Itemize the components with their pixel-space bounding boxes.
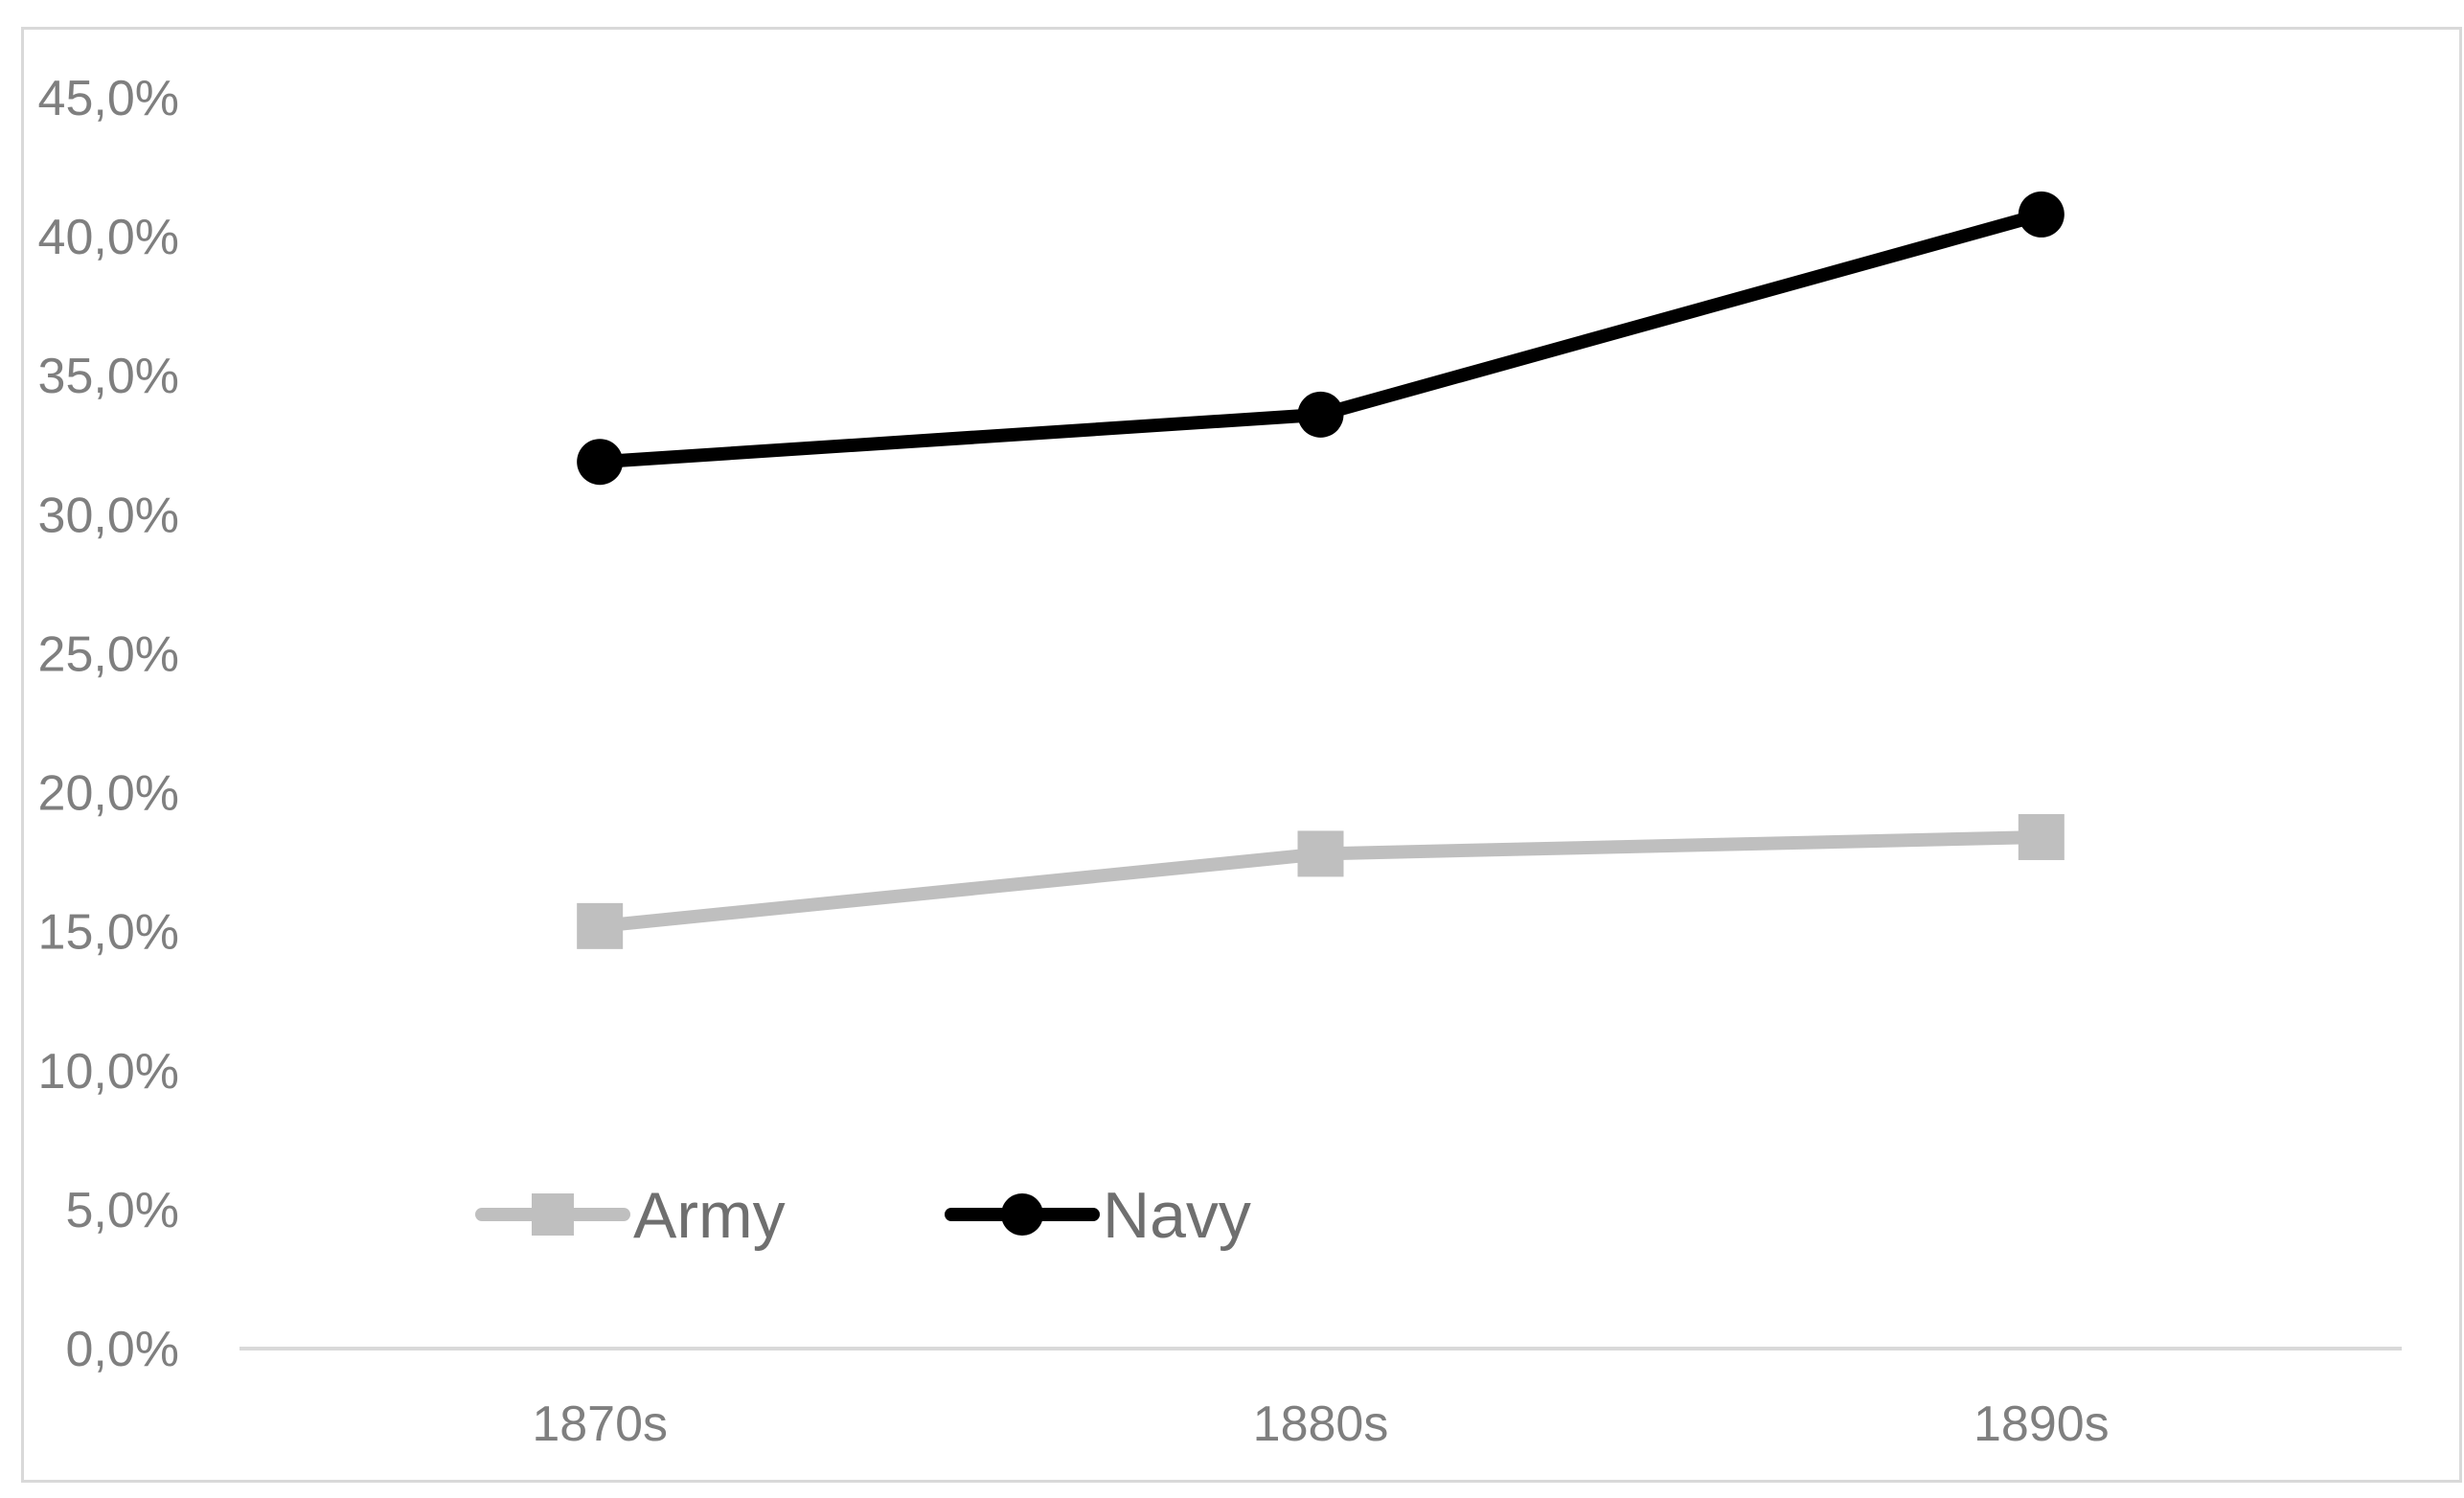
y-axis-tick-labels: 0,0% 5,0% 10,0% 15,0% 20,0% 25,0% 30,0% 35,0% 40… [38,71,179,1377]
y-tick-label: 45,0% [38,71,179,126]
legend-circle-marker-icon [1001,1193,1043,1236]
x-tick-label: 1870s [532,1396,668,1452]
legend-label: Navy [1103,1179,1251,1252]
data-point-navy [1297,391,1344,438]
legend-square-marker-icon [532,1193,574,1236]
y-tick-label: 15,0% [38,905,179,961]
chart-frame: 0,0% 5,0% 10,0% 15,0% 20,0% 25,0% 30,0% 35,0% 40… [21,27,2462,1483]
data-point-army [1297,830,1344,877]
data-point-navy [577,439,624,486]
y-tick-label: 10,0% [38,1044,179,1100]
y-tick-label: 5,0% [65,1183,179,1238]
data-point-army [577,902,624,949]
series-navy [577,191,2065,486]
data-point-navy [2018,191,2065,238]
legend: Army Navy [475,1179,1251,1252]
x-tick-label: 1890s [1973,1396,2110,1452]
x-tick-label: 1880s [1253,1396,1389,1452]
y-tick-label: 30,0% [38,488,179,543]
y-tick-label: 25,0% [38,626,179,682]
legend-item-navy: Navy [945,1179,1251,1252]
series-layer [577,191,2065,949]
series-army [577,813,2065,949]
legend-label: Army [633,1179,786,1252]
x-axis-tick-labels: 1870s 1880s 1890s [532,1396,2109,1452]
legend-item-army: Army [475,1179,786,1252]
y-tick-label: 40,0% [38,210,179,265]
y-tick-label: 0,0% [65,1322,179,1377]
y-tick-label: 35,0% [38,349,179,404]
line-chart: 0,0% 5,0% 10,0% 15,0% 20,0% 25,0% 30,0% 35,0% 40… [38,71,2402,1452]
data-point-army [2018,813,2065,860]
y-tick-label: 20,0% [38,766,179,822]
